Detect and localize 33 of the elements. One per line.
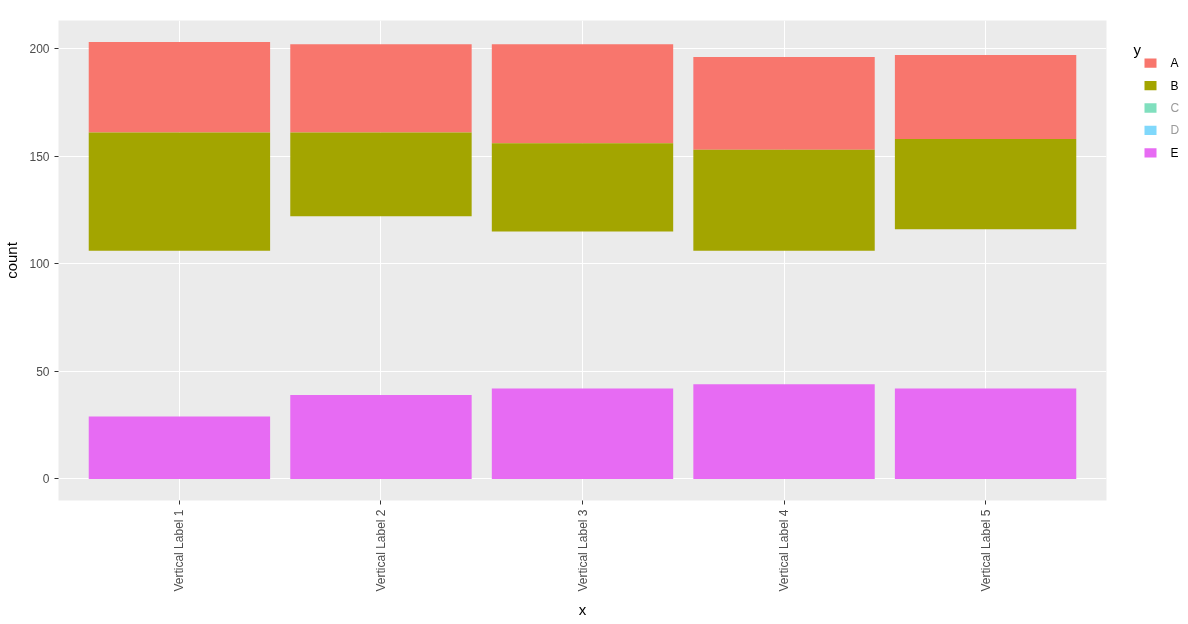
y-axis-title: count xyxy=(3,241,21,279)
bar xyxy=(491,388,674,479)
bar xyxy=(491,44,674,144)
bar xyxy=(894,138,1077,230)
bar xyxy=(894,388,1077,479)
y-tick-label: 0 xyxy=(42,472,50,487)
bar xyxy=(290,395,472,479)
legend-label: E xyxy=(1170,145,1179,160)
legend-title: y xyxy=(1133,40,1142,58)
bar xyxy=(693,384,875,479)
legend-label: A xyxy=(1170,56,1179,71)
bar xyxy=(693,149,875,251)
legend-label: B xyxy=(1170,78,1179,93)
bar xyxy=(290,132,472,217)
x-tick-label: Vertical Label 4 xyxy=(777,509,792,592)
bar xyxy=(693,57,875,150)
x-tick-label: Vertical Label 3 xyxy=(575,509,590,592)
y-tick-label: 150 xyxy=(29,149,50,164)
bar xyxy=(491,143,674,232)
bar xyxy=(290,44,472,133)
y-tick-label: 100 xyxy=(29,257,50,272)
bar xyxy=(88,416,271,479)
legend-label: D xyxy=(1170,123,1180,138)
y-tick-label: 200 xyxy=(29,41,50,56)
x-axis-title: x xyxy=(578,600,587,618)
bar xyxy=(88,132,271,251)
x-tick-label: Vertical Label 5 xyxy=(978,509,993,592)
x-tick-label: Vertical Label 2 xyxy=(373,509,388,592)
y-tick-label: 50 xyxy=(36,364,50,379)
bar xyxy=(894,54,1077,139)
legend-label: C xyxy=(1170,100,1180,115)
x-tick-label: Vertical Label 1 xyxy=(172,509,187,592)
bar xyxy=(88,42,271,133)
